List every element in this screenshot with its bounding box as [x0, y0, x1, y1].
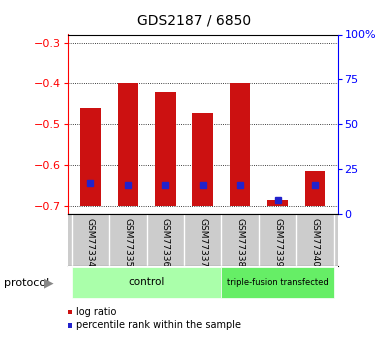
- Text: protocol: protocol: [4, 278, 49, 288]
- Text: GDS2187 / 6850: GDS2187 / 6850: [137, 14, 251, 28]
- Bar: [192, 113, 213, 206]
- Bar: [230, 83, 251, 206]
- Text: GSM77340: GSM77340: [310, 218, 320, 267]
- Text: percentile rank within the sample: percentile rank within the sample: [76, 321, 241, 330]
- Bar: [155, 91, 176, 206]
- Text: triple-fusion transfected: triple-fusion transfected: [227, 278, 329, 287]
- Bar: [305, 171, 326, 206]
- Bar: [222, 267, 334, 298]
- Bar: [118, 82, 138, 206]
- Text: control: control: [128, 277, 165, 287]
- Text: ▶: ▶: [44, 276, 53, 289]
- Text: GSM77337: GSM77337: [198, 218, 207, 267]
- Text: GSM77338: GSM77338: [236, 218, 245, 267]
- Text: GSM77334: GSM77334: [86, 218, 95, 267]
- Bar: [80, 108, 100, 206]
- Text: log ratio: log ratio: [76, 307, 117, 317]
- Bar: [72, 267, 222, 298]
- Text: GSM77335: GSM77335: [123, 218, 132, 267]
- Bar: [267, 200, 288, 206]
- Text: GSM77336: GSM77336: [161, 218, 170, 267]
- Text: GSM77339: GSM77339: [273, 218, 282, 267]
